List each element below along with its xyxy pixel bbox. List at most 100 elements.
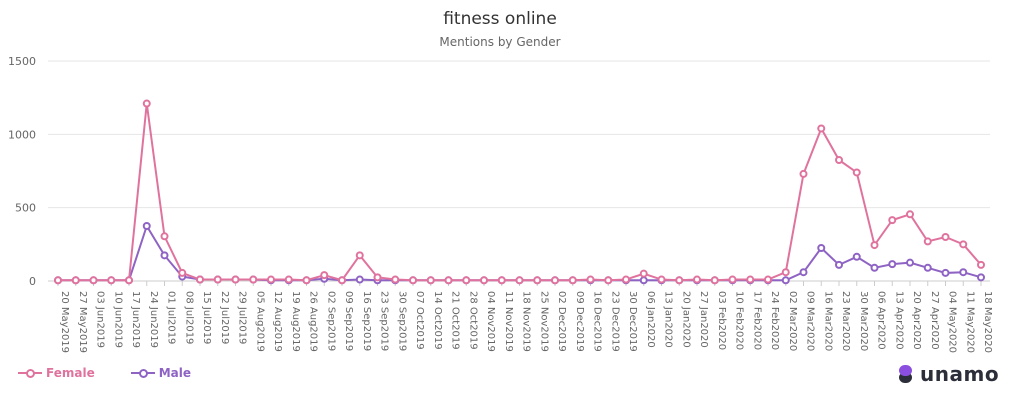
x-tick-label: 02 Sep2019 <box>325 291 336 351</box>
series-group <box>54 99 985 285</box>
data-point-female <box>409 276 417 285</box>
legend-item-male[interactable]: Male <box>130 366 191 380</box>
data-point-male <box>977 273 985 282</box>
x-tick-label: 11 Nov2019 <box>503 291 514 352</box>
x-tick-label: 28 Oct2019 <box>467 291 478 350</box>
y-tick-label: 0 <box>29 275 36 288</box>
x-tick-label: 04 Nov2019 <box>485 291 496 352</box>
y-tick-label: 1500 <box>8 55 36 68</box>
data-point-female <box>89 276 98 285</box>
x-tick-label: 22 Jul2019 <box>219 291 230 344</box>
x-tick-label: 06 Jan2020 <box>645 291 656 348</box>
x-tick-label: 29 Jul2019 <box>237 291 248 344</box>
data-point-female <box>693 275 701 284</box>
series-male <box>54 222 985 285</box>
data-point-male <box>142 222 151 230</box>
y-tick-label: 1000 <box>8 128 36 141</box>
data-point-female <box>355 251 364 260</box>
data-point-female <box>604 276 613 285</box>
x-tick-label: 02 Mar2020 <box>787 291 798 351</box>
data-point-female <box>267 275 275 284</box>
data-point-female <box>71 276 80 285</box>
male-line-marker-icon <box>130 367 155 379</box>
data-point-female <box>746 275 755 284</box>
x-tick-label: 30 Dec2019 <box>627 291 638 352</box>
unamo-logo-icon <box>898 364 914 384</box>
x-tick-label: 07 Oct2019 <box>414 291 425 350</box>
x-tick-label: 20 May2019 <box>59 291 70 353</box>
x-tick-label: 26 Aug2019 <box>308 291 319 352</box>
x-tick-label: 18 May2020 <box>982 291 993 353</box>
x-tick-label: 30 Sep2019 <box>396 291 407 351</box>
x-axis: 20 May2019 27 May2019 03 Jun2019 10 Jun2019… <box>57 281 993 353</box>
series-female <box>54 99 985 285</box>
x-tick-label: 17 Feb2020 <box>751 291 762 350</box>
data-point-female <box>657 275 666 284</box>
x-tick-label: 20 Apr2020 <box>911 291 922 350</box>
data-point-female <box>160 232 169 241</box>
x-tick-label: 16 Mar2020 <box>822 291 833 351</box>
data-point-female <box>764 275 772 284</box>
series-line-female <box>58 103 982 282</box>
x-tick-label: 30 Mar2020 <box>858 291 869 351</box>
data-point-female <box>710 276 719 285</box>
data-point-female <box>781 268 790 277</box>
data-point-female <box>444 276 453 285</box>
data-point-male <box>852 252 861 261</box>
series-line-male <box>58 223 982 282</box>
data-point-female <box>426 276 435 285</box>
data-point-female <box>551 276 559 285</box>
x-tick-label: 09 Sep2019 <box>343 291 354 351</box>
x-tick-label: 16 Sep2019 <box>361 291 372 351</box>
data-point-female <box>941 233 950 241</box>
x-tick-label: 16 Dec2019 <box>592 291 603 352</box>
x-tick-label: 09 Mar2020 <box>805 291 816 351</box>
data-point-female <box>231 275 240 284</box>
x-tick-label: 03 Feb2020 <box>716 291 727 350</box>
x-tick-label: 13 Apr2020 <box>893 291 904 350</box>
data-point-female <box>639 269 648 278</box>
data-point-female <box>107 276 116 285</box>
x-tick-label: 24 Jun2019 <box>148 291 159 348</box>
x-tick-label: 20 Jan2020 <box>680 291 691 348</box>
data-point-female <box>320 271 329 280</box>
female-line-marker-icon <box>18 367 42 379</box>
x-tick-label: 10 Jun2019 <box>112 291 123 348</box>
data-point-male <box>781 276 790 285</box>
x-tick-label: 15 Jul2019 <box>201 291 212 344</box>
data-point-female <box>196 275 204 284</box>
data-point-female <box>888 216 897 225</box>
data-point-male <box>160 251 169 260</box>
data-point-female <box>817 124 826 133</box>
data-point-female <box>178 268 187 277</box>
data-point-male <box>817 244 826 252</box>
x-tick-label: 17 Jun2019 <box>130 291 141 348</box>
data-point-male <box>941 268 950 277</box>
data-point-female <box>675 276 684 285</box>
data-point-female <box>977 260 985 269</box>
x-tick-label: 25 Nov2019 <box>538 291 549 352</box>
x-tick-label: 10 Feb2020 <box>734 291 745 350</box>
data-point-female <box>54 276 62 285</box>
data-point-female <box>728 275 737 284</box>
brand-name: unamo <box>920 362 1000 386</box>
x-tick-label: 02 Dec2019 <box>556 291 567 352</box>
x-tick-label: 09 Dec2019 <box>574 291 585 352</box>
data-point-female <box>373 273 382 282</box>
grid-lines <box>48 60 990 282</box>
x-tick-label: 27 Jan2020 <box>698 291 709 348</box>
data-point-male <box>870 263 879 272</box>
x-tick-label: 01 Jul2019 <box>166 291 177 344</box>
data-point-female <box>391 275 400 284</box>
legend-item-female[interactable]: Female <box>18 366 95 380</box>
chart-title: fitness online <box>443 9 557 29</box>
data-point-male <box>906 258 914 267</box>
legend-label-male: Male <box>158 366 191 380</box>
x-tick-label: 14 Oct2019 <box>432 291 443 350</box>
x-tick-label: 05 Aug2019 <box>254 291 265 352</box>
data-point-female <box>125 276 133 285</box>
data-point-female <box>835 156 843 164</box>
data-point-female <box>515 276 524 285</box>
data-point-female <box>142 99 151 108</box>
y-tick-label: 500 <box>15 202 36 215</box>
